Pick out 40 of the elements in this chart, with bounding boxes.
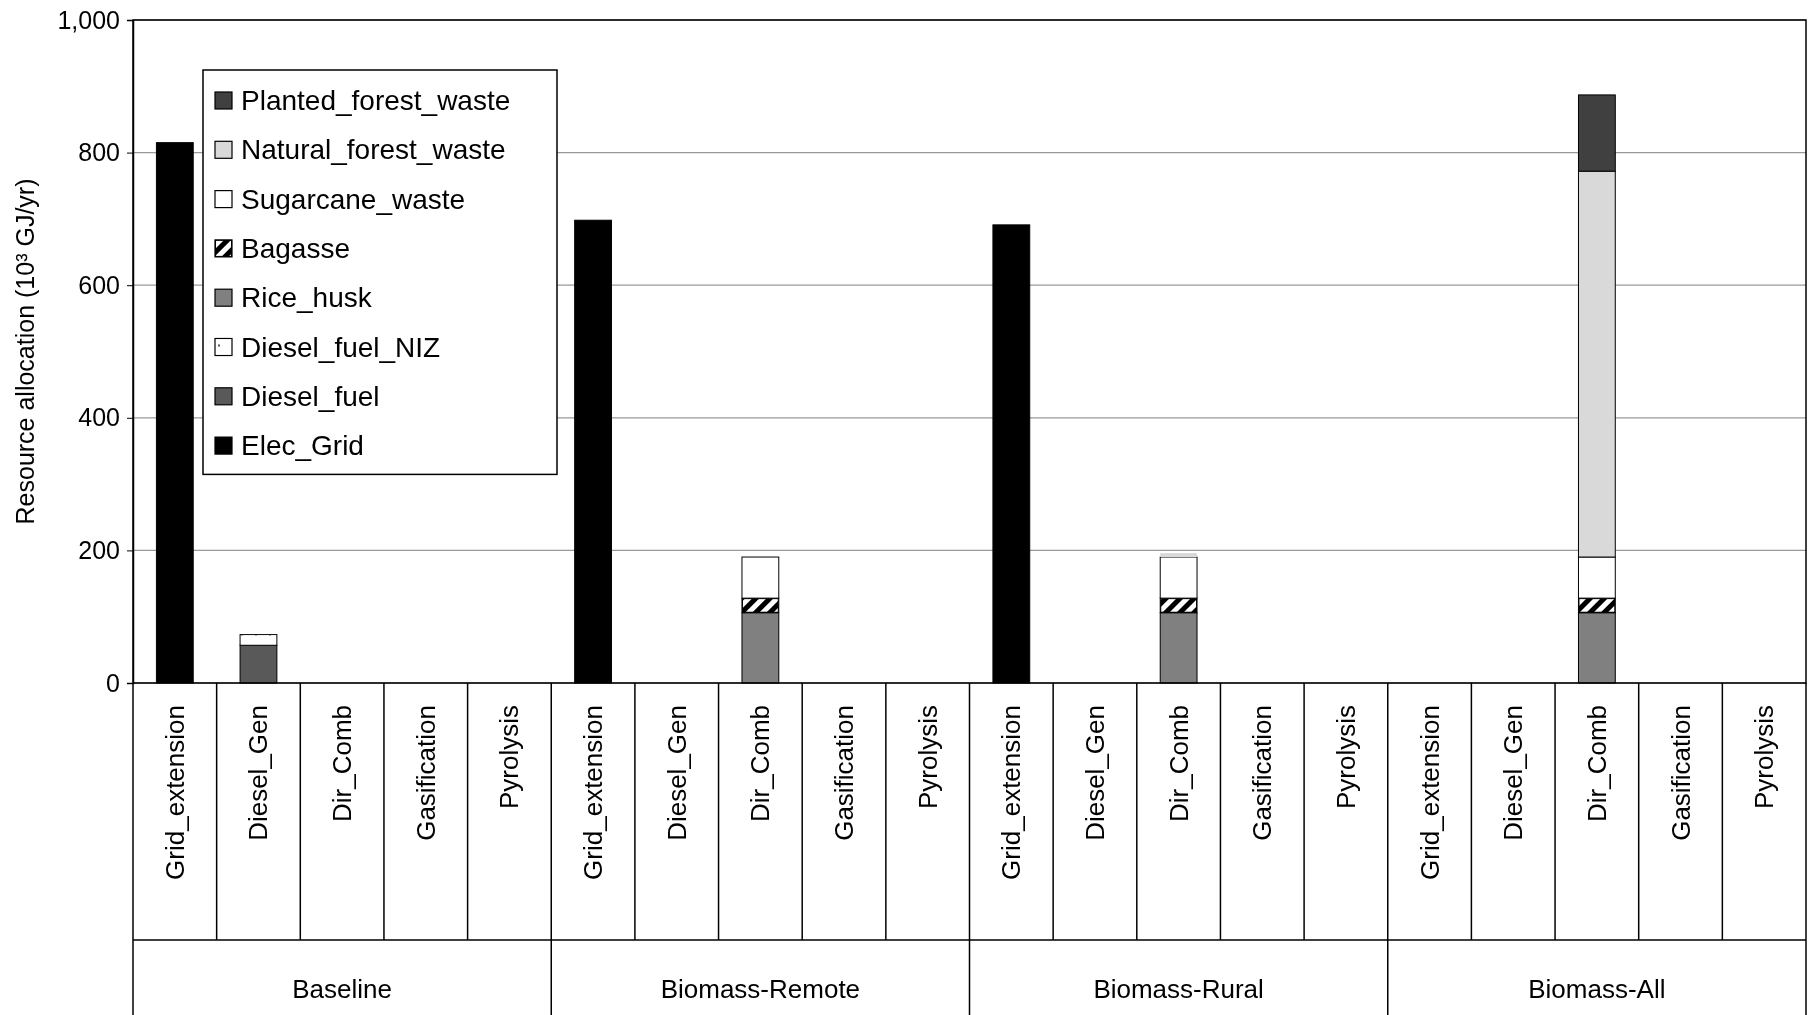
y-tick-label: 0 <box>106 668 120 697</box>
text: Biomass-All <box>1528 974 1666 1004</box>
x-tick-label: Grid_extension <box>1414 705 1445 880</box>
x-tick-label: Diesel_Gen <box>661 705 692 841</box>
x-tick-label: Gasification <box>1665 705 1696 841</box>
x-tick-label: Pyrolysis <box>494 705 525 810</box>
legend-label: Planted_forest_waste <box>241 85 511 116</box>
text: Biomass-Rural <box>1093 974 1264 1004</box>
x-tick-label: Dir_Comb <box>1581 705 1612 823</box>
x-tick-label: Dir_Comb <box>1163 705 1194 823</box>
x-tick-label: Gasification <box>1247 705 1278 841</box>
x-tick-label: Diesel_Gen <box>1079 705 1110 841</box>
x-tick-label: Pyrolysis <box>1330 705 1361 810</box>
legend-label: Elec_Grid <box>241 430 364 462</box>
x-tick-label: Dir_Comb <box>327 705 358 823</box>
x-tick-label: Dir_Comb <box>745 705 776 823</box>
y-tick-label: 400 <box>78 403 120 432</box>
text: Biomass-Remote <box>660 974 861 1004</box>
x-tick-label: Gasification <box>829 705 860 841</box>
legend-label: Sugarcane_waste <box>241 183 466 215</box>
x-tick-label: Diesel_Gen <box>243 705 274 841</box>
x-tick-label: Diesel_Gen <box>1498 705 1529 841</box>
text: Baseline <box>292 974 392 1004</box>
y-tick-label: 1,000 <box>57 5 120 34</box>
y-tick-label: 200 <box>78 535 120 564</box>
x-tick-label: Grid_extension <box>159 705 190 880</box>
y-axis-title: Resource allocation (10³ GJ/yr) <box>11 178 39 525</box>
bar <box>1160 553 1198 558</box>
legend-label: Rice_husk <box>241 282 373 314</box>
x-tick-label: Grid_extension <box>578 705 609 880</box>
legend-label: Natural_forest_waste <box>241 134 506 166</box>
legend-label: Diesel_fuel <box>241 380 380 412</box>
x-tick-label: Pyrolysis <box>1749 705 1780 810</box>
legend-label: Bagasse <box>241 232 350 264</box>
y-tick-label: 600 <box>78 270 120 299</box>
legend-label: Diesel_fuel_NIZ <box>241 331 441 363</box>
y-tick-label: 800 <box>78 138 120 167</box>
x-tick-label: Grid_extension <box>996 705 1027 880</box>
x-tick-label: Gasification <box>410 705 441 841</box>
x-tick-label: Pyrolysis <box>912 705 943 810</box>
